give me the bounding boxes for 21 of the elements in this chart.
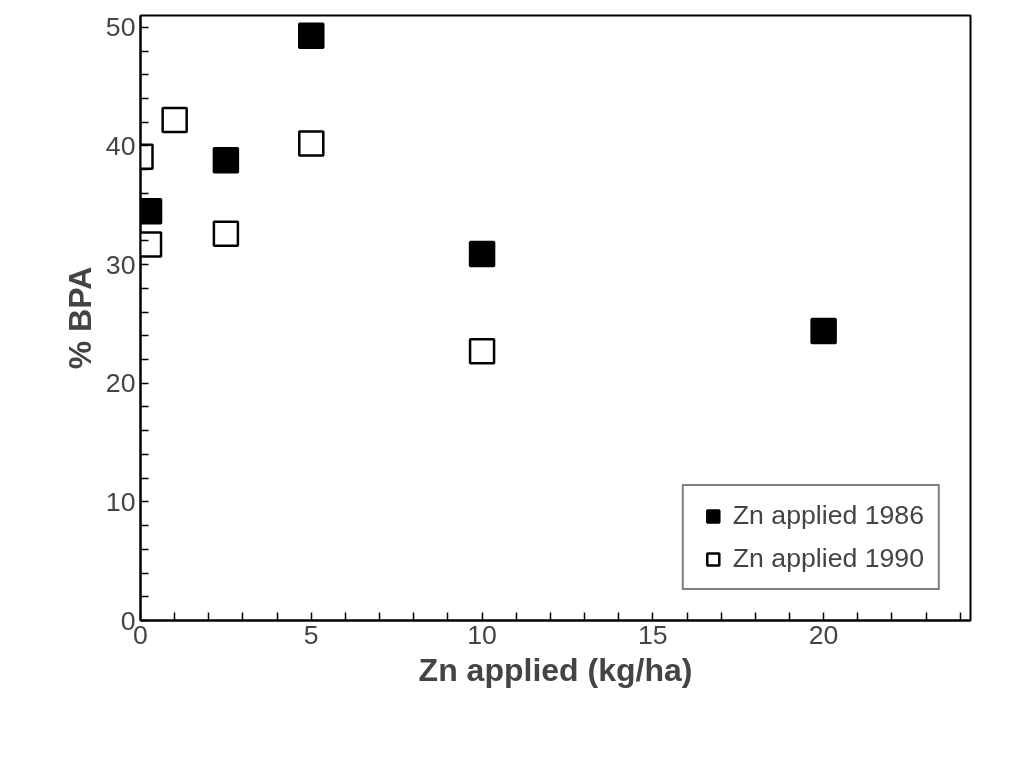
legend-label: Zn applied 1990 xyxy=(732,543,924,574)
point xyxy=(468,337,496,365)
point xyxy=(298,22,325,49)
y-axis-title: % BPA xyxy=(61,266,98,370)
y-tick-label: 10 xyxy=(105,486,136,517)
y-tick-label: 20 xyxy=(105,368,136,399)
legend-label: Zn applied 1986 xyxy=(732,500,924,531)
point xyxy=(810,317,837,345)
y-tick-label: 50 xyxy=(105,12,136,43)
point xyxy=(468,240,496,268)
x-tick-label: 20 xyxy=(808,619,839,650)
y-tick-label: 30 xyxy=(105,249,136,280)
y-tick-label: 40 xyxy=(105,130,136,161)
point xyxy=(212,146,240,174)
point xyxy=(298,130,325,157)
x-axis-title: Zn applied (kg/ha) xyxy=(418,651,693,688)
point xyxy=(212,220,240,248)
x-tick-label: 15 xyxy=(638,619,668,650)
x-tick-label: 10 xyxy=(467,619,497,650)
point xyxy=(161,106,188,134)
x-tick-label: 5 xyxy=(303,619,319,650)
